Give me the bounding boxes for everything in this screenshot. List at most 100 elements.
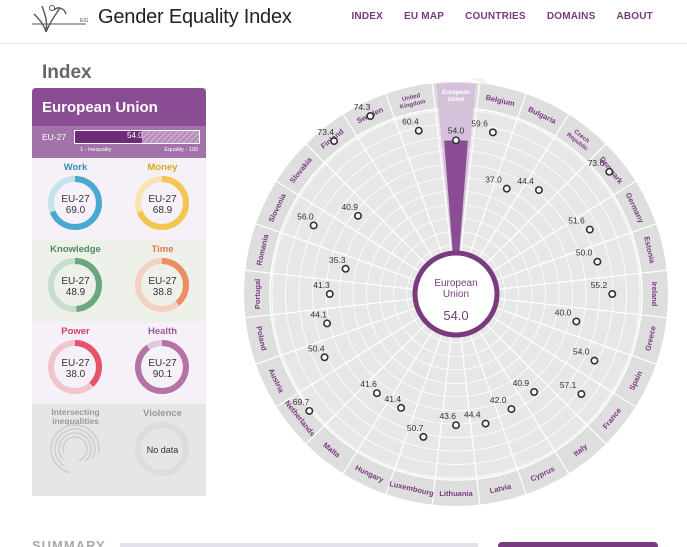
- domain-work[interactable]: Work EU-27 69.0: [32, 158, 119, 240]
- center-circle[interactable]: [412, 250, 500, 338]
- country-value: 56.0: [297, 211, 314, 221]
- country-point[interactable]: [590, 356, 599, 365]
- country-value: 59.6: [471, 118, 488, 128]
- country-value: 69.7: [293, 397, 310, 407]
- domain-donut: [48, 258, 102, 312]
- country-point[interactable]: [577, 389, 586, 398]
- nav-eu-map[interactable]: EU MAP: [404, 11, 445, 22]
- country-point[interactable]: [534, 186, 543, 195]
- country-label[interactable]: Lithuania: [439, 489, 473, 498]
- domain-code: EU-27: [61, 276, 90, 287]
- country-label[interactable]: Ireland: [650, 282, 659, 307]
- score-bar-min: 1 - Inequality: [80, 147, 112, 153]
- domain-donut: [135, 176, 189, 230]
- country-point[interactable]: [341, 264, 350, 273]
- country-point[interactable]: [305, 406, 314, 415]
- page-title: Index: [42, 62, 92, 83]
- country-value: 37.0: [485, 175, 502, 185]
- country-value: 50.7: [407, 423, 424, 433]
- country-point[interactable]: [608, 290, 617, 299]
- country-point[interactable]: [366, 112, 375, 121]
- country-point[interactable]: [309, 221, 318, 230]
- country-point[interactable]: [353, 211, 362, 220]
- domain-donut: [48, 176, 102, 230]
- center-label: Union: [443, 289, 469, 300]
- country-point[interactable]: [372, 389, 381, 398]
- country-value: 40.9: [341, 202, 358, 212]
- nav-countries[interactable]: COUNTRIES: [465, 11, 526, 22]
- country-value: 51.6: [568, 216, 585, 226]
- country-point[interactable]: [488, 128, 497, 137]
- domain-money[interactable]: Money EU-27 68.9: [119, 158, 206, 240]
- domain-name: Health: [147, 326, 178, 337]
- country-point[interactable]: [593, 257, 602, 266]
- country-point[interactable]: [507, 405, 516, 414]
- country-point[interactable]: [605, 167, 614, 176]
- country-point[interactable]: [325, 290, 334, 299]
- country-value: 40.9: [513, 378, 530, 388]
- country-point[interactable]: [320, 353, 329, 362]
- country-point[interactable]: [414, 126, 423, 135]
- domain-code: EU-27: [148, 276, 177, 287]
- svg-text:Portugal: Portugal: [253, 279, 262, 309]
- country-value: 50.0: [576, 248, 593, 258]
- country-value: 44.1: [310, 309, 327, 319]
- domain-code: No data: [146, 445, 179, 455]
- country-point[interactable]: [330, 137, 339, 146]
- domain-code: EU-27: [148, 194, 177, 205]
- site-title[interactable]: Gender Equality Index: [98, 6, 292, 28]
- country-value: 73.4: [318, 127, 335, 137]
- domain-power[interactable]: Power EU-27 38.0: [32, 322, 119, 404]
- score-bar-fill: [75, 131, 142, 143]
- domain-name: Power: [61, 326, 90, 337]
- country-value: 41.3: [313, 280, 330, 290]
- domain-health[interactable]: Health EU-27 90.1: [119, 322, 206, 404]
- domain-violence[interactable]: Violence No data: [119, 404, 206, 486]
- score-bar-value: 54.0: [127, 131, 143, 140]
- domain-intersecting-inequalities[interactable]: Intersecting inequalities: [32, 404, 119, 486]
- country-point[interactable]: [530, 388, 539, 397]
- country-value: 60.4: [402, 117, 419, 127]
- country-point[interactable]: [585, 225, 594, 234]
- domain-knowledge[interactable]: Knowledge EU-27 48.9: [32, 240, 119, 322]
- country-label[interactable]: Portugal: [253, 279, 262, 309]
- domain-value: 68.9: [152, 205, 173, 216]
- domain-name: Violence: [143, 408, 182, 419]
- score-bar-track: 54.0: [74, 130, 200, 144]
- nav-about[interactable]: ABOUT: [616, 11, 653, 22]
- center-label: European: [434, 278, 477, 289]
- country-point[interactable]: [419, 432, 428, 441]
- domain-value: 48.9: [65, 287, 86, 298]
- main-nav: INDEX EU MAP COUNTRIES DOMAINS ABOUT: [330, 11, 653, 22]
- svg-text:European: European: [442, 90, 470, 96]
- domain-donut: [48, 340, 102, 394]
- nav-index[interactable]: INDEX: [351, 11, 384, 22]
- site-header: EIGE Gender Equality Index INDEX EU MAP …: [0, 0, 687, 44]
- logo-icon[interactable]: EIGE: [30, 2, 88, 36]
- domain-name: Work: [63, 162, 88, 173]
- country-point[interactable]: [481, 419, 490, 428]
- score-bar-label: EU-27: [42, 132, 67, 142]
- domain-time[interactable]: Time EU-27 38.8: [119, 240, 206, 322]
- svg-text:Ireland: Ireland: [650, 282, 659, 307]
- country-value: 54.0: [573, 347, 590, 357]
- country-point[interactable]: [397, 403, 406, 412]
- country-point[interactable]: [452, 136, 461, 145]
- domain-donut: [135, 340, 189, 394]
- summary-button[interactable]: [498, 542, 658, 547]
- country-point[interactable]: [502, 184, 511, 193]
- svg-text:EIGE: EIGE: [80, 18, 88, 24]
- country-point[interactable]: [452, 421, 461, 430]
- panel-title: European Union: [32, 88, 206, 126]
- country-value: 57.1: [560, 380, 577, 390]
- nav-domains[interactable]: DOMAINS: [546, 11, 596, 22]
- country-point[interactable]: [572, 317, 581, 326]
- country-point[interactable]: [323, 319, 332, 328]
- domain-donut: [135, 258, 189, 312]
- country-value: 42.0: [490, 395, 507, 405]
- domain-value: 69.0: [65, 205, 86, 216]
- country-value: 44.4: [464, 410, 481, 420]
- donut-arc: [48, 176, 102, 230]
